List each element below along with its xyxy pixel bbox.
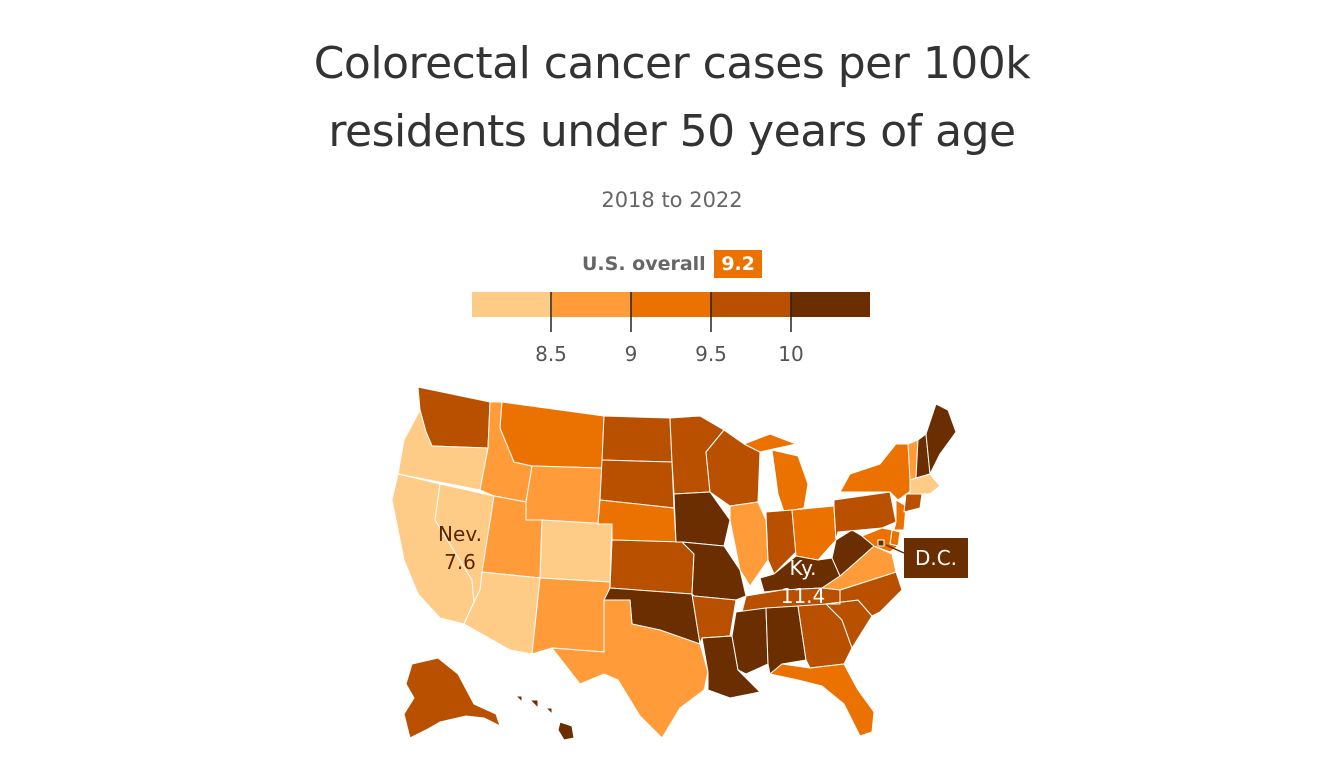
state-NC [825, 571, 903, 617]
legend-bin-5 [791, 292, 870, 317]
state-CT [903, 493, 923, 513]
state-CO [539, 519, 613, 583]
dc-label-name: D.C. [915, 546, 957, 570]
state-TX [551, 599, 709, 739]
state-PA [833, 491, 897, 541]
state-WY [525, 465, 603, 525]
state-MT [499, 401, 605, 469]
state-ME [925, 403, 957, 475]
kentucky-label-value: 11.4 [781, 584, 826, 608]
state-MS [731, 607, 769, 675]
state-WI [705, 429, 761, 507]
chart-title-line-1: Colorectal cancer cases per 100k [313, 38, 1031, 89]
legend-bin-1 [472, 292, 552, 317]
state-AK [403, 657, 501, 739]
chart-title-line-2: residents under 50 years of age [328, 106, 1016, 157]
us-state-map [391, 386, 957, 741]
nevada-label-name: Nev. [438, 522, 482, 546]
state-DC [877, 539, 885, 547]
chart-subtitle: 2018 to 2022 [601, 188, 743, 212]
us-overall-value: 9.2 [714, 250, 762, 278]
dc-leader-line [885, 544, 905, 554]
state-KS [609, 539, 695, 595]
state-FL [769, 663, 875, 737]
us-overall-label: U.S. overall [581, 253, 706, 275]
kentucky-label-name: Ky. [789, 556, 816, 580]
legend-tick-label-1: 8.5 [535, 342, 567, 366]
legend-bin-3 [631, 292, 711, 317]
legend-tick-label-3: 9.5 [695, 342, 727, 366]
us-overall-callout: U.S. overall 9.2 [0, 250, 1344, 278]
legend-bin-4 [711, 292, 791, 317]
state-MA [909, 473, 941, 495]
state-NM [531, 577, 611, 655]
state-HI [515, 695, 575, 741]
color-legend: 8.5 9 9.5 10 [472, 292, 870, 366]
state-MI [743, 433, 809, 513]
state-NY [839, 443, 913, 501]
state-OH [791, 505, 837, 561]
nevada-label-value: 7.6 [444, 550, 476, 574]
state-IN [765, 509, 797, 575]
state-ND [601, 415, 673, 463]
state-NJ [893, 499, 907, 531]
legend-bin-2 [552, 292, 631, 317]
legend-tick-label-4: 10 [778, 342, 803, 366]
state-IL [729, 501, 769, 587]
dc-label-box [904, 538, 968, 578]
legend-tick-label-2: 9 [625, 342, 638, 366]
